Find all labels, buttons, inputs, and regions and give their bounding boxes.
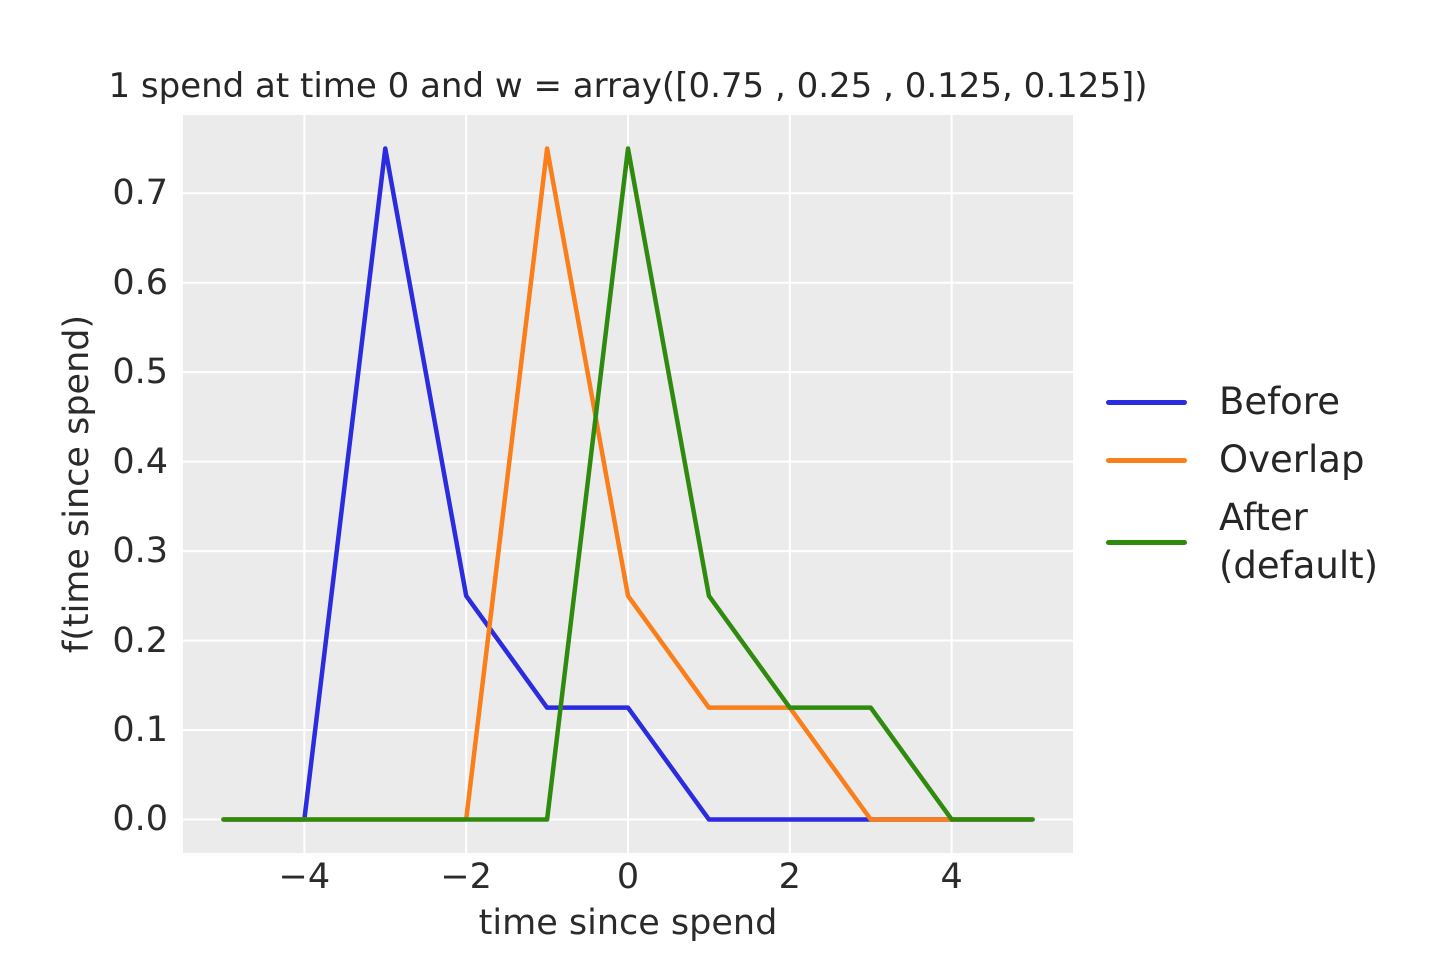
legend: Before Overlap After (default) xyxy=(1106,378,1378,590)
x-axis-label: time since spend xyxy=(478,903,778,943)
legend-entry: After (default) xyxy=(1106,494,1378,590)
x-tick-label: −2 xyxy=(440,857,492,897)
series-line-after-default xyxy=(221,146,1035,822)
y-axis-label: f(time since spend) xyxy=(57,314,97,654)
y-tick-label: 0.5 xyxy=(112,352,168,393)
y-tick-label: 0.0 xyxy=(112,799,168,840)
y-tick-label: 0.7 xyxy=(112,173,168,214)
x-tick-label: 4 xyxy=(940,857,963,897)
y-tick-label: 0.3 xyxy=(112,531,168,572)
x-tick-label: −4 xyxy=(278,857,331,897)
legend-line-swatch xyxy=(1106,539,1187,545)
y-tick-label: 0.1 xyxy=(112,710,168,750)
legend-label: Overlap xyxy=(1219,438,1365,481)
x-tick-label: 2 xyxy=(778,857,801,897)
y-tick-label: 0.4 xyxy=(112,441,168,482)
x-tick-label: 0 xyxy=(616,857,640,897)
legend-label: Before xyxy=(1219,380,1340,423)
legend-entry: Before xyxy=(1106,378,1378,426)
plot-area xyxy=(183,115,1073,853)
y-tick-label: 0.2 xyxy=(112,620,168,661)
legend-label: After (default) xyxy=(1219,496,1379,587)
legend-entry: Overlap xyxy=(1106,436,1378,484)
legend-line-swatch xyxy=(1106,399,1187,405)
y-tick-label: 0.6 xyxy=(112,262,168,303)
chart-canvas xyxy=(183,115,1073,853)
chart-title: 1 spend at time 0 and w = array([0.75 , … xyxy=(108,66,1148,106)
legend-line-swatch xyxy=(1106,457,1187,463)
